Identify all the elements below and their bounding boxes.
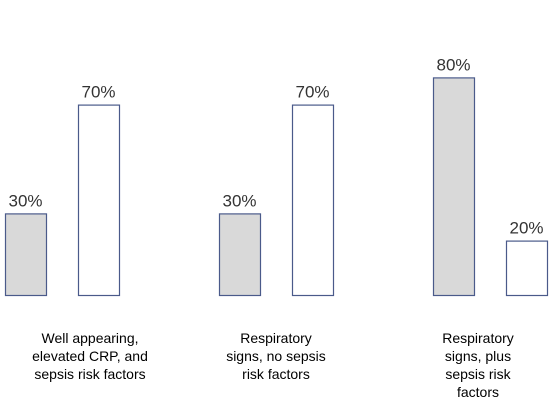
bar-1-1 (4, 213, 48, 297)
category-label-3: Respiratory signs, plus sepsis risk factors (442, 330, 514, 400)
category-label-1: Well appearing, elevated CRP, and sepsis r… (32, 330, 148, 382)
bar-1-2 (77, 104, 121, 297)
category-label-line: Respiratory (240, 330, 312, 346)
bar-value-label-3-2: 20% (509, 219, 543, 238)
bar-value-label-1-1: 30% (8, 191, 42, 210)
bar-value-label-3-1: 80% (436, 55, 470, 74)
category-label-line: signs, no sepsis (226, 348, 326, 364)
category-label-line: Well appearing, (41, 330, 138, 346)
category-label-line: risk factors (242, 366, 310, 382)
bar-2-2 (291, 104, 335, 297)
category-label-line: sepsis risk factors (34, 366, 145, 382)
category-label-line: signs, plus (445, 348, 511, 364)
category-label-line: factors (457, 384, 499, 400)
category-label-2: Respiratory signs, no sepsis risk factors (226, 330, 326, 382)
bar-value-label-2-2: 70% (295, 83, 329, 102)
bar-3-2 (505, 240, 549, 297)
category-label-line: sepsis risk (445, 366, 511, 382)
bar-2-1 (218, 213, 262, 297)
category-label-line: Respiratory (442, 330, 514, 346)
bar-value-label-1-2: 70% (81, 83, 115, 102)
bar-3-1 (432, 77, 476, 297)
bar-value-label-2-1: 30% (222, 191, 256, 210)
category-label-line: elevated CRP, and (32, 348, 148, 364)
